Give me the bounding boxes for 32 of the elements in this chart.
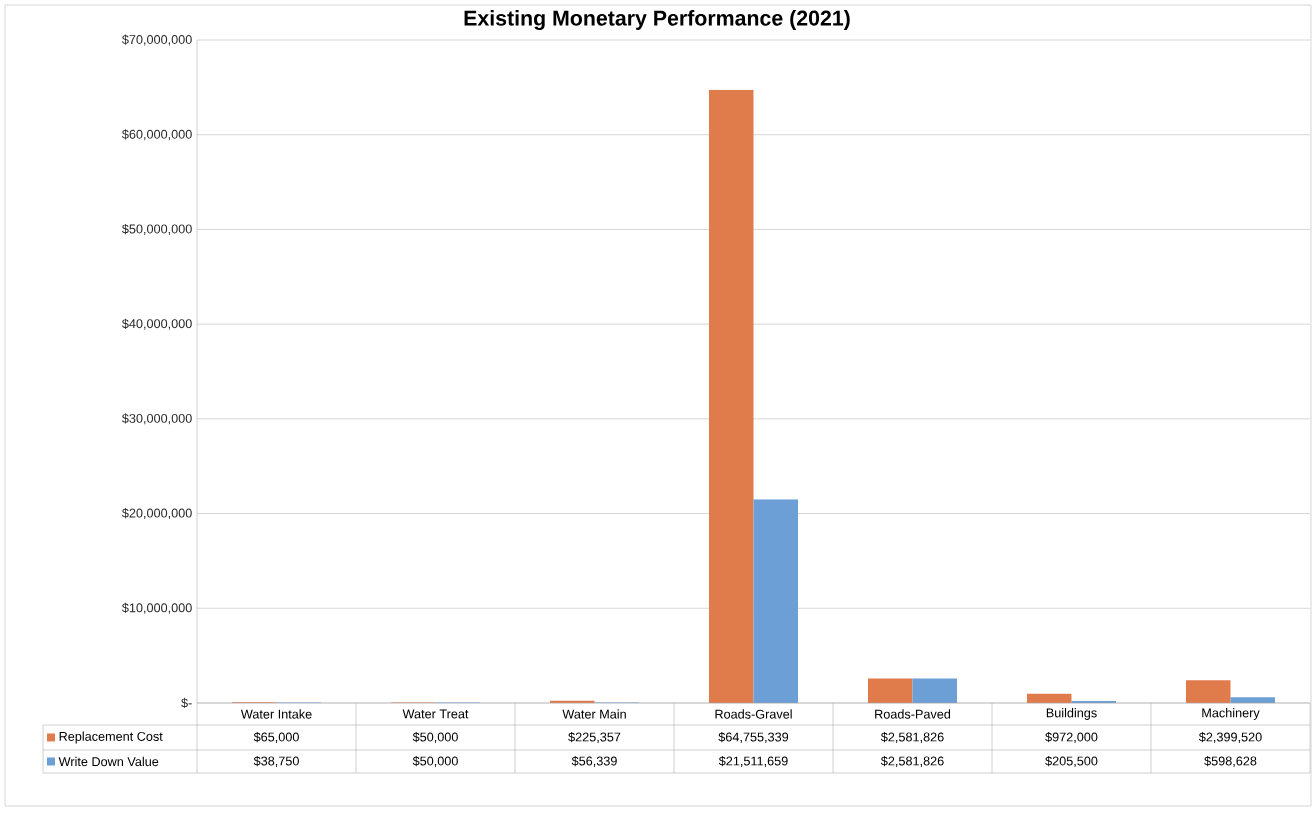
legend-label: Replacement Cost bbox=[59, 731, 163, 744]
data-label: $50,000 bbox=[412, 755, 458, 767]
data-label: $64,755,339 bbox=[718, 731, 789, 743]
data-label: $56,339 bbox=[571, 755, 617, 767]
y-tick-label: $70,000,000 bbox=[122, 34, 192, 46]
x-tick-label: Roads-Gravel bbox=[715, 709, 792, 719]
x-tick-label: Water Treat bbox=[402, 709, 469, 719]
x-tick-label: Roads-Paved bbox=[875, 709, 951, 719]
data-label: $598,628 bbox=[1204, 755, 1257, 767]
data-label: $2,399,520 bbox=[1198, 731, 1262, 743]
data-label: $225,357 bbox=[568, 731, 621, 743]
y-tick-label: $- bbox=[181, 697, 192, 709]
y-tick-label: $10,000,000 bbox=[122, 602, 192, 614]
y-tick-label: $40,000,000 bbox=[122, 318, 192, 330]
data-label: $972,000 bbox=[1045, 731, 1098, 743]
legend-label: Write Down Value bbox=[58, 756, 159, 767]
x-tick-label: Machinery bbox=[1202, 708, 1260, 720]
data-label: $2,581,826 bbox=[880, 731, 944, 743]
data-label: $2,581,826 bbox=[880, 755, 944, 767]
y-tick-label: $50,000,000 bbox=[122, 223, 192, 235]
x-tick-label: Water Intake bbox=[240, 709, 312, 719]
x-tick-label: Water Main bbox=[562, 709, 626, 719]
data-label: $205,500 bbox=[1045, 755, 1098, 767]
chart-title: Existing Monetary Performance (2021) bbox=[464, 10, 850, 30]
data-label: $38,750 bbox=[253, 755, 299, 767]
data-label: $50,000 bbox=[412, 731, 458, 743]
y-tick-label: $30,000,000 bbox=[122, 413, 192, 425]
x-tick-label: Buildings bbox=[1046, 708, 1097, 720]
y-tick-label: $60,000,000 bbox=[122, 129, 192, 141]
data-label: $65,000 bbox=[253, 731, 299, 743]
y-tick-label: $20,000,000 bbox=[122, 508, 192, 520]
data-label: $21,511,659 bbox=[718, 755, 788, 767]
